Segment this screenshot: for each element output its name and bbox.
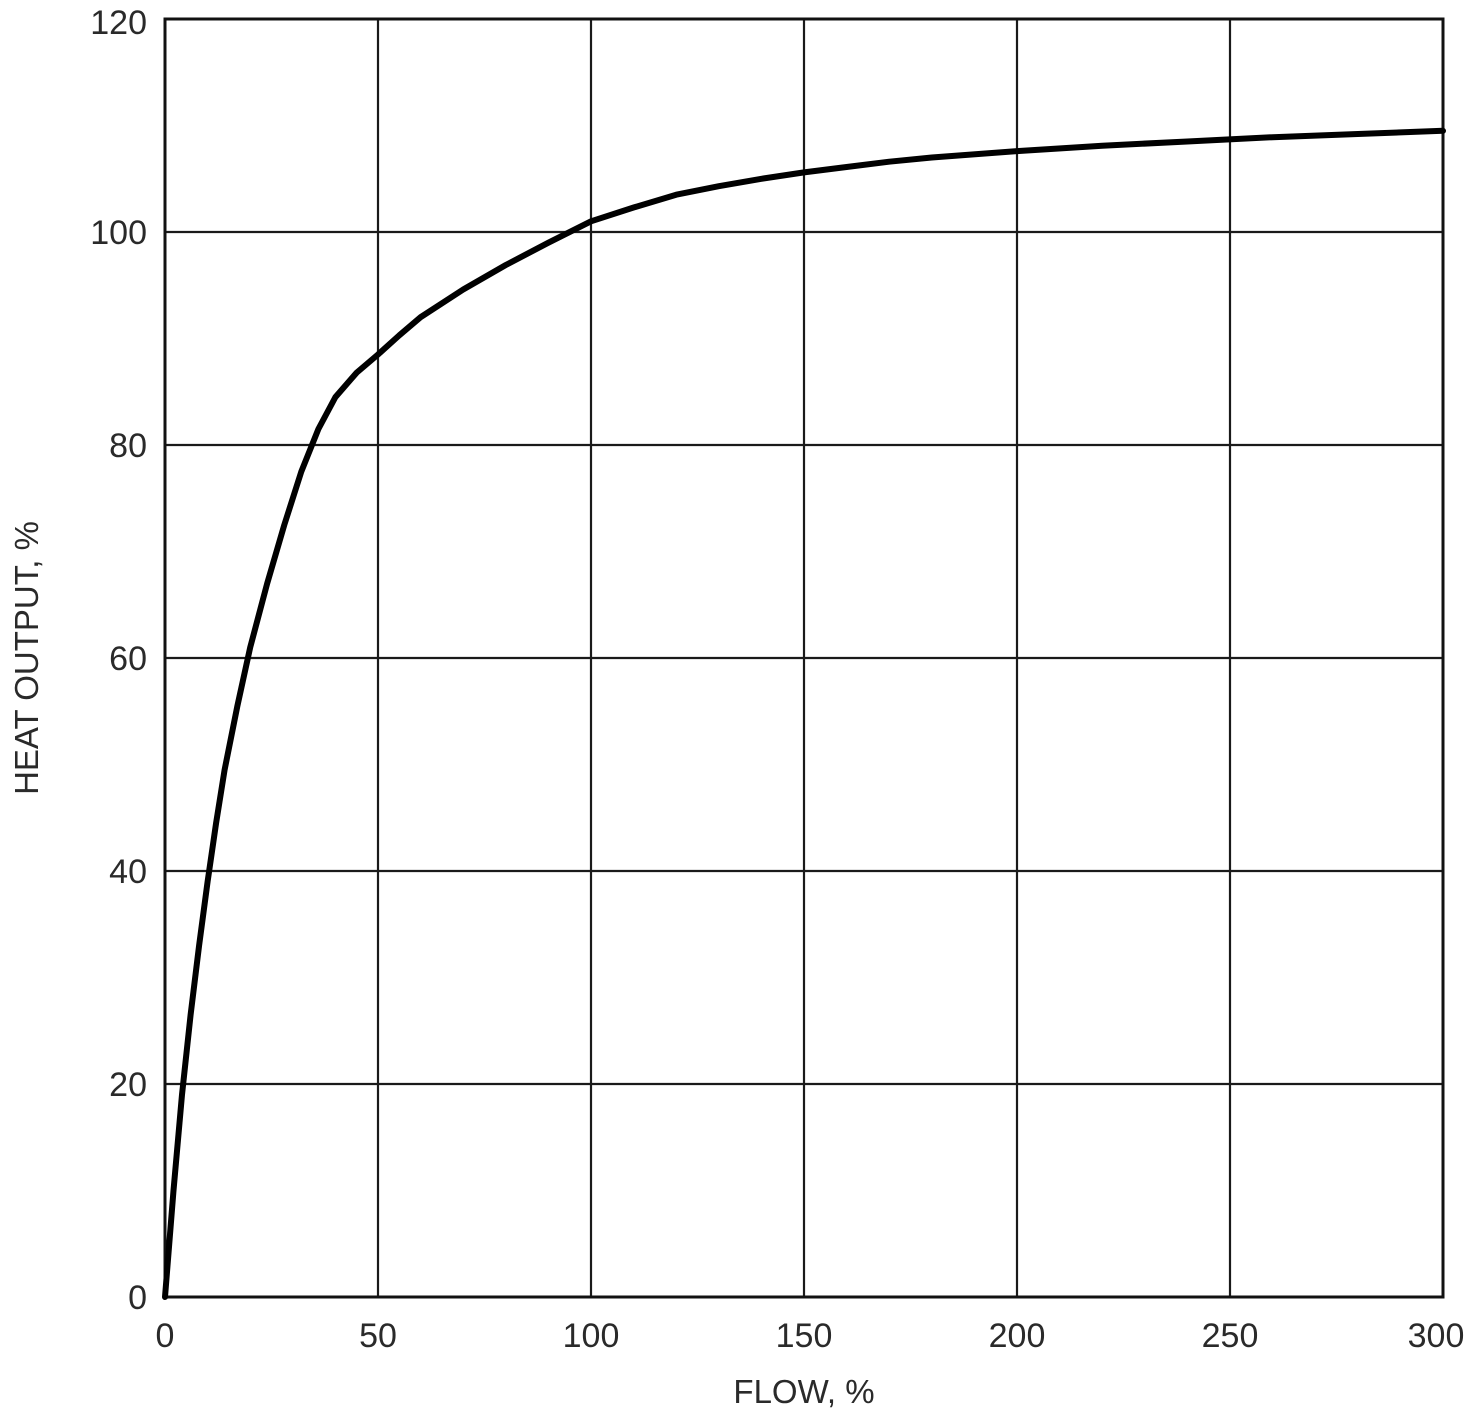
x-tick-label: 250 xyxy=(1202,1317,1259,1355)
y-axis-title: HEAT OUTPUT, % xyxy=(8,521,45,795)
y-tick-label: 80 xyxy=(109,427,147,465)
x-tick-label: 50 xyxy=(359,1317,397,1355)
x-tick-label: 0 xyxy=(156,1317,175,1355)
x-axis-tick-labels: 0 50 100 150 200 250 300 xyxy=(156,1317,1465,1355)
y-tick-label: 100 xyxy=(90,214,147,252)
x-axis-title: FLOW, % xyxy=(733,1373,874,1410)
plot-frame xyxy=(163,17,1445,1299)
x-tick-label: 300 xyxy=(1408,1317,1465,1355)
y-tick-label: 40 xyxy=(109,853,147,891)
x-tick-label: 200 xyxy=(989,1317,1046,1355)
y-axis-tick-labels: 0 20 40 60 80 100 120 xyxy=(90,4,147,1317)
y-tick-label: 60 xyxy=(109,640,147,678)
y-tick-label: 20 xyxy=(109,1066,147,1104)
y-tick-label: 120 xyxy=(90,4,147,42)
y-tick-label: 0 xyxy=(128,1279,147,1317)
heat-output-curve xyxy=(162,127,1446,1300)
x-tick-label: 150 xyxy=(776,1317,833,1355)
x-tick-label: 100 xyxy=(563,1317,620,1355)
